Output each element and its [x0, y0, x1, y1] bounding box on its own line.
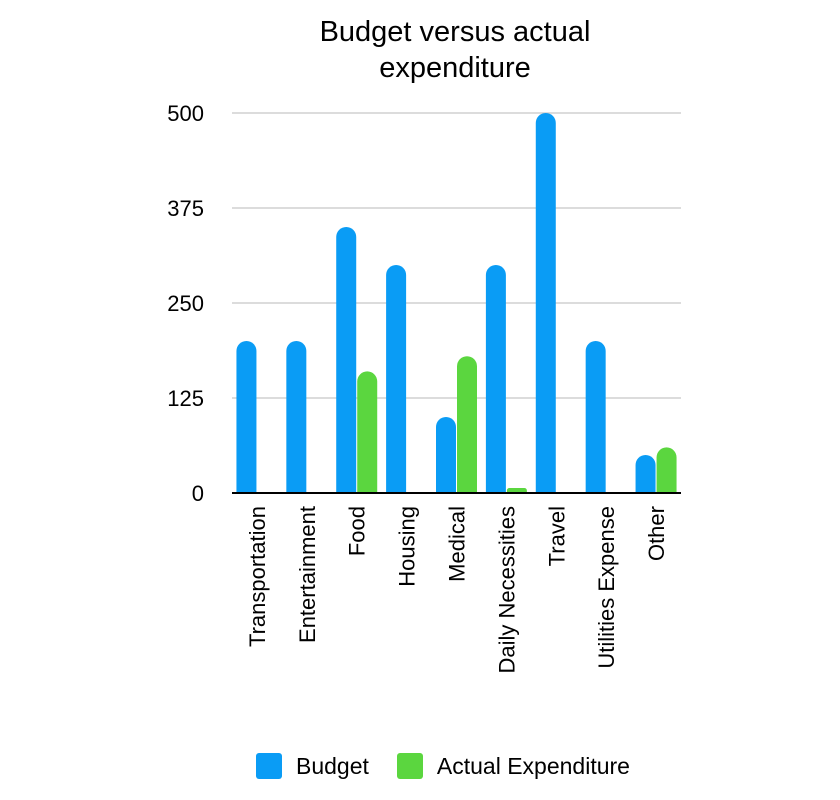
y-tick-label-375: 375: [167, 196, 204, 221]
x-tick-label-housing: Housing: [395, 506, 420, 587]
bar-actual-expenditure-medical: [457, 356, 477, 503]
bar-budget-housing: [386, 265, 407, 503]
legend-label-actual-expenditure: Actual Expenditure: [436, 752, 630, 779]
legend-item-budget: Budget: [256, 753, 369, 780]
bar-budget-entertainment: [286, 341, 307, 503]
chart-title-line-2: expenditure: [379, 52, 531, 84]
bar-budget-transportation: [236, 341, 257, 503]
bar-budget-other: [635, 455, 656, 503]
y-tick-label-250: 250: [167, 291, 204, 316]
bar-actual-expenditure-food: [357, 371, 378, 503]
legend-swatch-budget: [256, 753, 282, 779]
y-tick-label-125: 125: [167, 386, 204, 411]
baseline-mask: [228, 493, 685, 509]
bar-budget-food: [336, 227, 357, 503]
x-tick-label-travel: Travel: [544, 506, 569, 566]
y-tick-label-0: 0: [192, 481, 204, 506]
x-tick-label-other: Other: [644, 506, 669, 561]
bar-budget-medical: [436, 417, 456, 503]
x-tick-label-medical: Medical: [445, 506, 470, 582]
legend-swatch-actual-expenditure: [396, 753, 423, 779]
y-tick-label-500: 500: [167, 101, 204, 126]
bar-budget-travel: [535, 113, 556, 503]
legend-item-actual-expenditure: Actual Expenditure: [396, 752, 630, 780]
legend-label-budget: Budget: [296, 752, 369, 779]
x-tick-label-transportation: Transportation: [245, 506, 270, 647]
x-tick-label-daily-necessities: Daily Necessities: [494, 506, 519, 674]
bar-budget-utilities-expense: [585, 341, 606, 503]
bar-actual-expenditure-other: [656, 447, 677, 503]
x-tick-label-food: Food: [345, 506, 370, 556]
chart-title: Budget versus actual expenditure: [220, 14, 690, 86]
legend: Budget Actual Expenditure: [256, 752, 630, 780]
x-tick-label-utilities-expense: Utilities Expense: [594, 506, 619, 669]
bar-budget-daily-necessities: [485, 265, 506, 503]
x-tick-label-entertainment: Entertainment: [295, 506, 320, 643]
chart-title-line-1: Budget versus actual: [319, 16, 591, 48]
